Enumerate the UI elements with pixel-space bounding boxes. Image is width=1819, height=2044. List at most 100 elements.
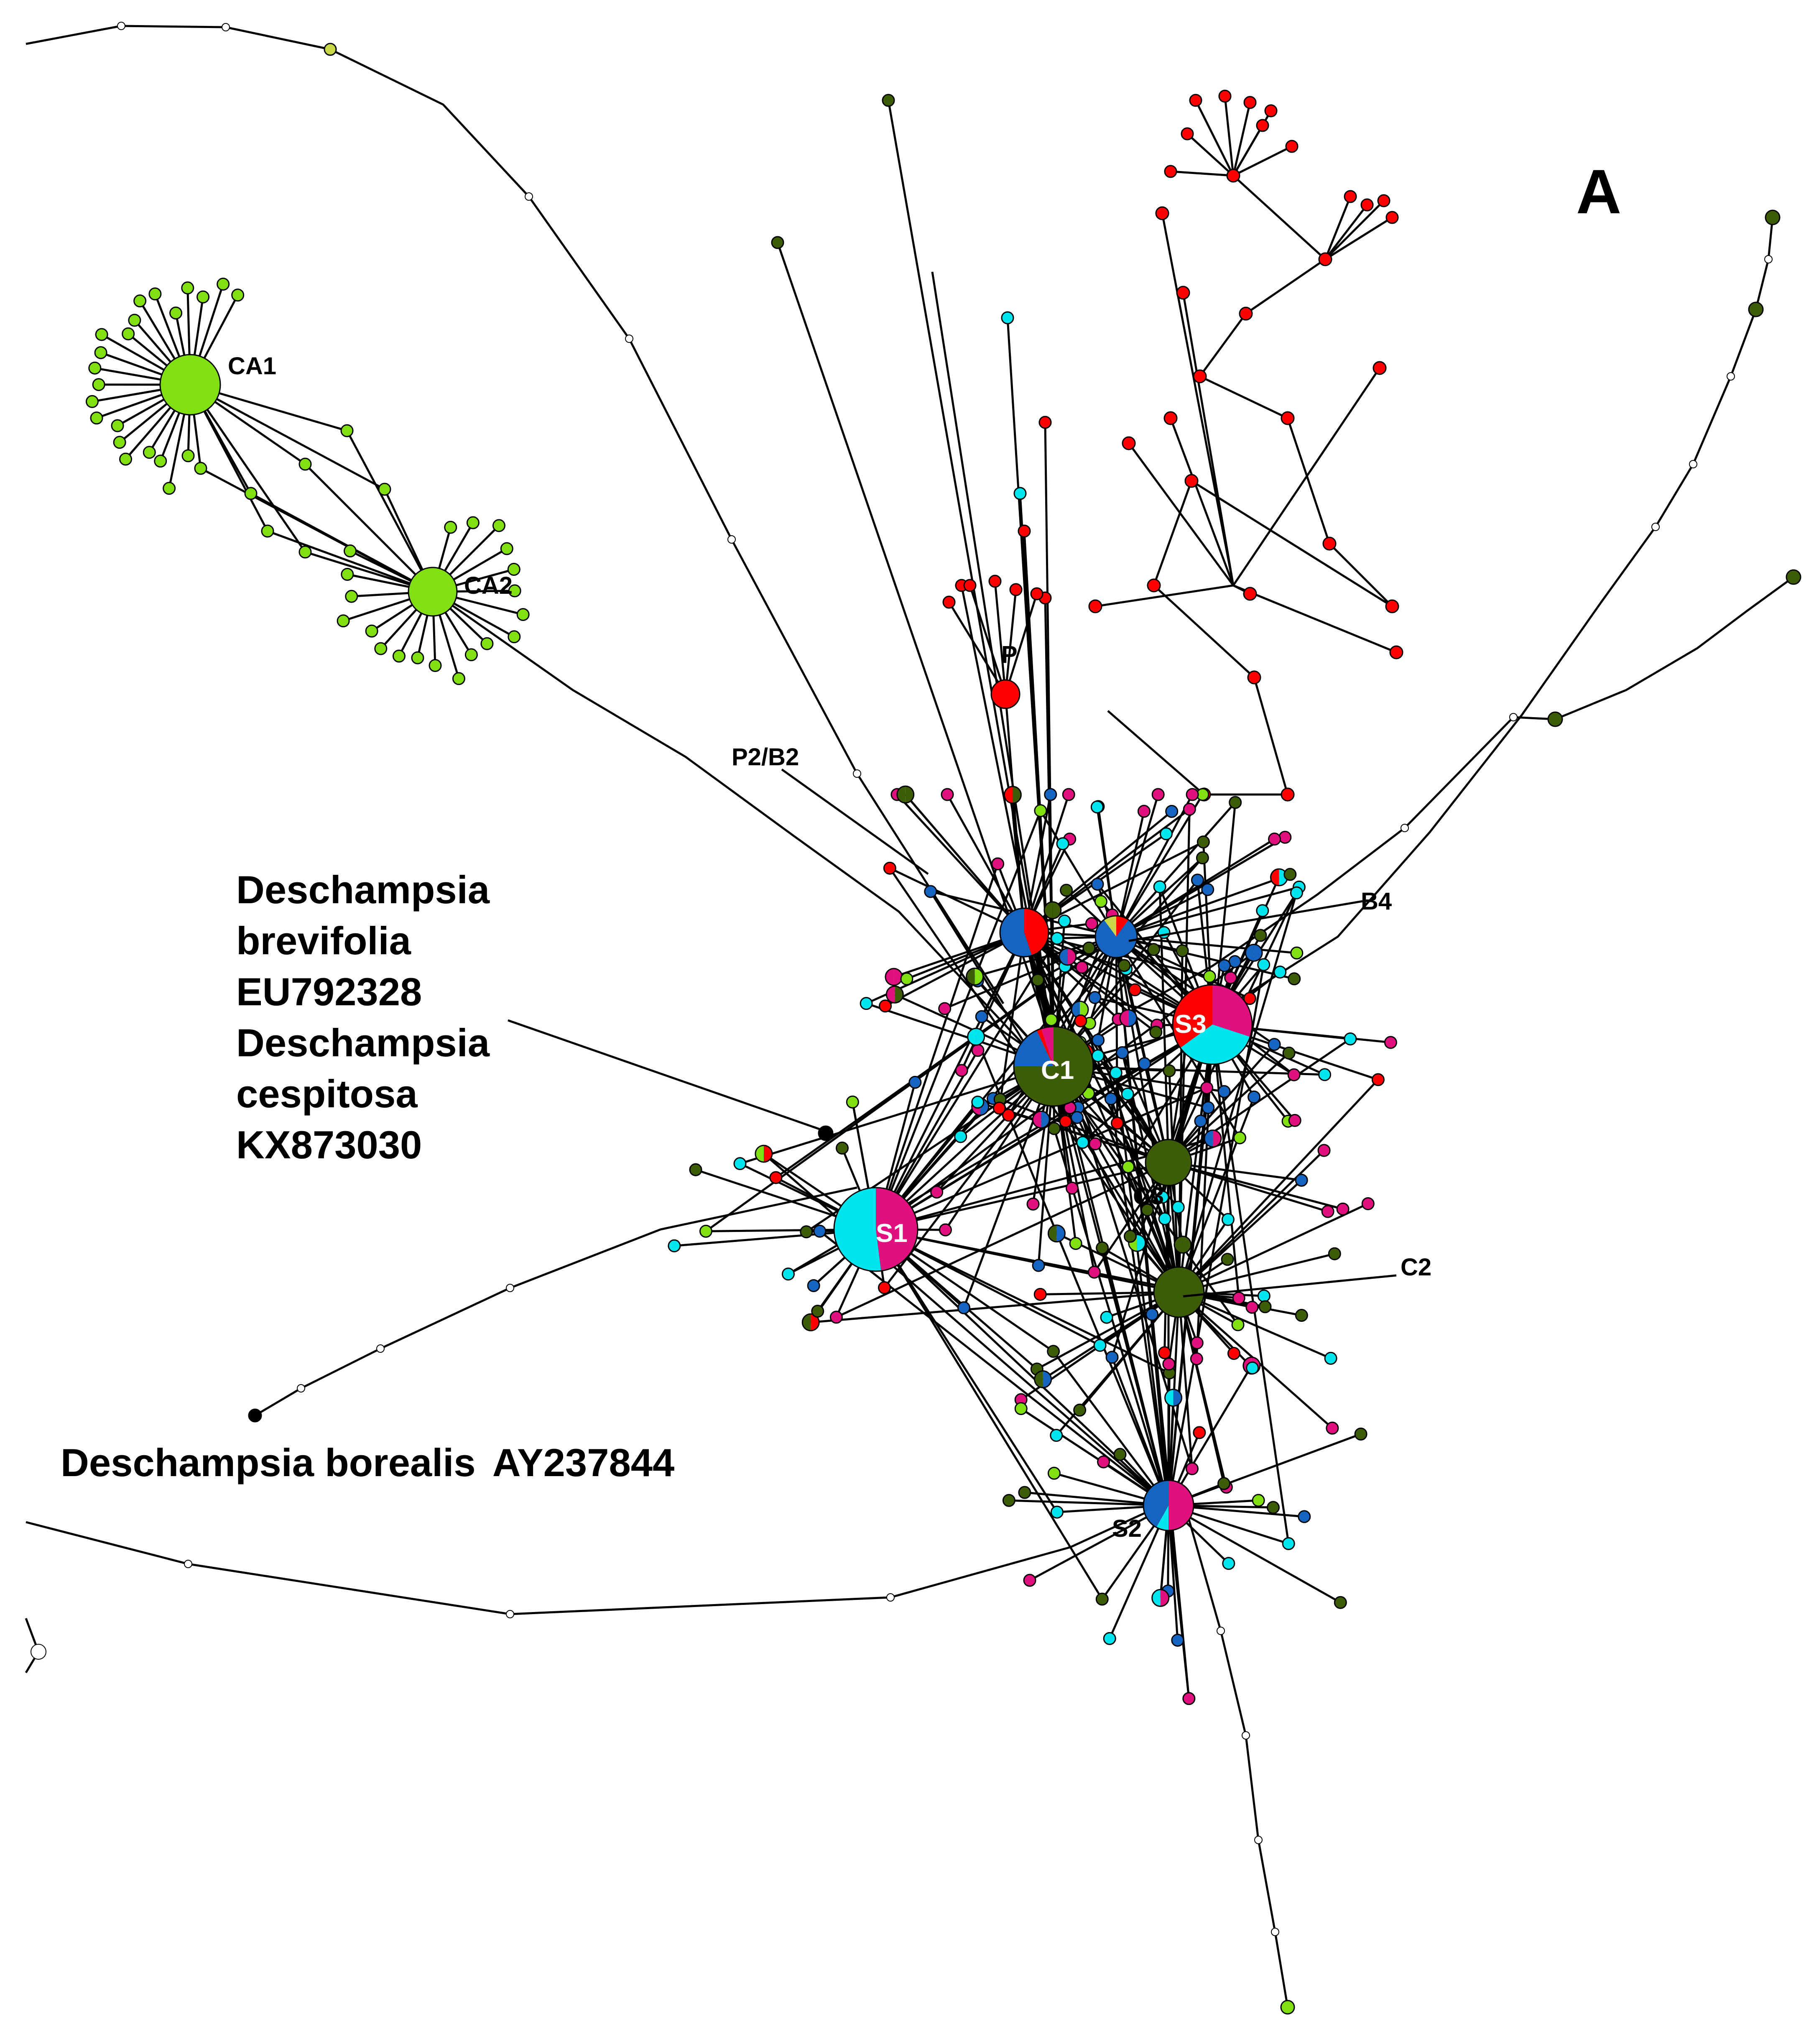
hap-b4 bbox=[1094, 915, 1138, 958]
haplotype-node bbox=[1074, 1014, 1087, 1027]
haplotype-node bbox=[1748, 301, 1764, 317]
ca-satellite-node bbox=[95, 328, 108, 341]
pie-slice bbox=[967, 1028, 976, 1045]
haplotype-node bbox=[1252, 1494, 1265, 1507]
red-edge bbox=[1224, 96, 1235, 176]
label-p: P bbox=[1001, 641, 1018, 668]
ca-link-node bbox=[378, 483, 391, 496]
haplotype-node bbox=[1186, 788, 1199, 801]
haplotype-node bbox=[1002, 1494, 1015, 1507]
leader-brevifolia bbox=[508, 1019, 820, 1130]
ca-satellite-node bbox=[88, 361, 102, 375]
haplotype-node bbox=[1050, 1505, 1064, 1519]
haplotype-node bbox=[1257, 958, 1270, 971]
red-node bbox=[1155, 206, 1169, 220]
ca-edge bbox=[250, 492, 434, 593]
red-edge bbox=[1232, 175, 1326, 260]
red-node bbox=[1226, 169, 1240, 183]
hub-edge bbox=[875, 932, 1026, 1230]
ca-satellite-node bbox=[181, 281, 194, 295]
outgroup-branch-right-lower bbox=[1128, 576, 1794, 1013]
haplotype-node bbox=[1093, 1339, 1107, 1352]
red-node bbox=[1247, 670, 1261, 685]
haplotype-node bbox=[1050, 1428, 1063, 1442]
red-edge bbox=[1169, 418, 1235, 586]
haplotype-node bbox=[1222, 1557, 1235, 1570]
borealis-accession: AY237844 bbox=[492, 1441, 675, 1484]
pie-slice bbox=[1036, 1028, 1054, 1066]
haplotype-node bbox=[1221, 1253, 1234, 1266]
haplotype-nodes bbox=[85, 43, 1801, 2015]
haplotype-node bbox=[733, 1157, 747, 1170]
haplotype-node bbox=[1069, 1237, 1082, 1250]
ca-satellite-node bbox=[392, 649, 406, 663]
hap-c3 bbox=[1145, 1139, 1192, 1186]
red-node bbox=[1385, 211, 1399, 224]
haplotype-node bbox=[1258, 1300, 1272, 1313]
mixed-node bbox=[896, 785, 915, 804]
hub-edge bbox=[875, 1161, 1169, 1231]
brevifolia-label: Deschampsia brevifolia EU792328 Deschamp… bbox=[236, 868, 500, 1167]
ca-edge bbox=[189, 383, 385, 491]
red-node bbox=[1243, 96, 1257, 109]
haplotype-node bbox=[1201, 883, 1214, 896]
hap-ca1 bbox=[159, 354, 221, 416]
red-edge bbox=[1186, 133, 1234, 176]
haplotype-node bbox=[1317, 1144, 1331, 1157]
network-edge bbox=[811, 1291, 1179, 1323]
network-edge bbox=[1116, 873, 1291, 938]
haplotype-node bbox=[1044, 788, 1057, 801]
borealis-name: Deschampsia borealis bbox=[61, 1441, 476, 1484]
haplotype-node bbox=[1321, 1205, 1334, 1218]
haplotype-node bbox=[954, 1130, 967, 1143]
brevifolia-line-3: EU792328 bbox=[236, 970, 422, 1014]
red-node bbox=[1147, 578, 1161, 593]
pie-outline bbox=[967, 1027, 985, 1046]
mixed-node bbox=[1245, 943, 1263, 962]
pie-slice bbox=[802, 1314, 811, 1331]
haplotype-node bbox=[1171, 1201, 1185, 1214]
hap-s3 bbox=[1172, 984, 1253, 1065]
label-c3: C3 bbox=[1133, 1183, 1164, 1210]
ca-link-node bbox=[340, 424, 354, 437]
haplotype-node bbox=[1121, 1087, 1134, 1101]
hub-edge bbox=[875, 936, 1117, 1230]
ca-satellite-node bbox=[122, 327, 135, 340]
network-edge bbox=[1168, 1433, 1361, 1507]
haplotype-node bbox=[1116, 1046, 1129, 1059]
red-edge bbox=[1095, 584, 1234, 608]
label-s1: S1 bbox=[876, 1219, 908, 1248]
hap-p2b2 bbox=[999, 907, 1049, 958]
network-edge bbox=[1036, 1291, 1180, 1370]
cyan-node bbox=[1013, 487, 1027, 500]
ca-satellite-node bbox=[133, 294, 147, 308]
haplotype-node bbox=[1047, 1345, 1060, 1358]
mixed-node bbox=[1151, 1589, 1170, 1607]
network-edge bbox=[875, 864, 999, 1230]
haplotype-node bbox=[1095, 1592, 1109, 1606]
p-edge bbox=[994, 581, 1007, 695]
ca-satellite-node bbox=[231, 289, 245, 302]
pie-slice bbox=[893, 968, 902, 986]
label-s2: S2 bbox=[1112, 1515, 1142, 1542]
haplotype-node bbox=[1060, 884, 1073, 897]
haplotype-node bbox=[1326, 1421, 1339, 1435]
red-edge bbox=[1170, 170, 1234, 177]
haplotype-node bbox=[1268, 1038, 1281, 1051]
network-edge bbox=[875, 1087, 1207, 1231]
median-vector bbox=[1271, 1928, 1279, 1936]
pie-slice bbox=[1044, 902, 1053, 919]
network-edge bbox=[1178, 1079, 1379, 1293]
haplotype-node bbox=[1361, 1197, 1375, 1211]
haplotype-node bbox=[1091, 877, 1104, 891]
label-ca2: CA2 bbox=[464, 572, 513, 599]
red-edge bbox=[1191, 480, 1393, 608]
ca-satellite-node bbox=[507, 563, 520, 576]
network-edge bbox=[1052, 1351, 1170, 1506]
network-edge bbox=[875, 1229, 1103, 1600]
pie-slice bbox=[1004, 786, 1013, 803]
red-node bbox=[1285, 140, 1299, 153]
red-node bbox=[1389, 645, 1403, 659]
haplotype-node bbox=[879, 999, 892, 1013]
haplotype-node bbox=[1156, 1191, 1169, 1204]
